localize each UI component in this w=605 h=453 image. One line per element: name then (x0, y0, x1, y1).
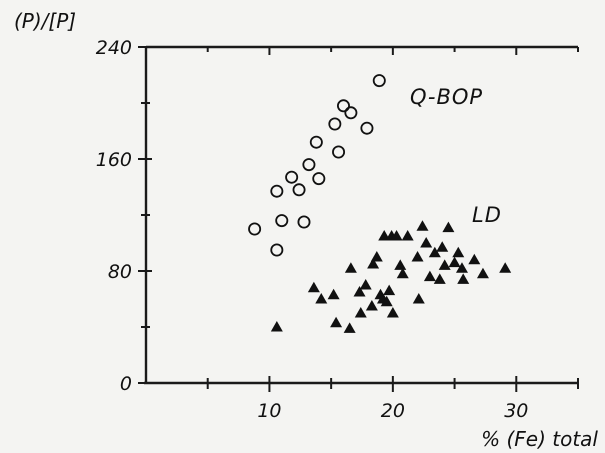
ld-point (330, 316, 343, 328)
q-bop-point (332, 145, 346, 159)
ld-point (365, 300, 378, 311)
ld-point (442, 221, 455, 233)
q-bop-point (302, 158, 316, 172)
ld-point (468, 253, 481, 265)
series-label-q-bop: Q-BOP (410, 85, 483, 109)
ld-point (428, 246, 441, 258)
ld-point (270, 321, 283, 332)
q-bop-point (372, 74, 386, 88)
ld-point (327, 288, 340, 300)
y-tick-label: 160 (96, 149, 132, 171)
q-bop-point (312, 172, 326, 186)
ld-point (343, 322, 356, 333)
ld-point (476, 267, 489, 279)
ld-point (359, 279, 372, 290)
ld-point (452, 246, 465, 258)
q-bop-point (344, 106, 358, 120)
x-tick-label: 10 (257, 400, 281, 422)
q-bop-point (248, 222, 262, 236)
ld-point (438, 259, 451, 270)
ld-point (353, 286, 366, 297)
ld-point (344, 262, 357, 273)
ld-point (423, 270, 436, 282)
ld-point (411, 251, 424, 262)
ld-point (380, 295, 393, 307)
ld-point (394, 259, 407, 270)
y-tick-label: 0 (120, 373, 132, 395)
x-axis-title: % (Fe) total (481, 427, 598, 451)
ld-point (354, 307, 367, 318)
ld-point (307, 281, 320, 293)
ld-point (433, 273, 446, 284)
q-bop-point (309, 135, 323, 149)
q-bop-point (297, 215, 311, 229)
ld-point (436, 241, 449, 252)
ld-point (499, 262, 512, 273)
q-bop-point (292, 183, 306, 197)
ld-point (315, 293, 328, 304)
q-bop-point (270, 243, 284, 257)
q-bop-point (328, 117, 342, 131)
q-bop-point (275, 214, 289, 228)
x-tick-label: 20 (381, 400, 405, 422)
ld-point (390, 230, 403, 241)
x-tick-label: 30 (504, 400, 528, 422)
q-bop-point (285, 170, 299, 184)
y-tick-label: 240 (96, 37, 132, 59)
ld-point (396, 267, 409, 279)
ld-point (448, 256, 461, 268)
ld-point (457, 273, 470, 284)
q-bop-point (270, 184, 284, 198)
q-bop-point (336, 99, 350, 113)
ld-point (383, 284, 396, 296)
ld-point (416, 220, 429, 231)
y-axis-title: (P)/[P] (14, 9, 76, 33)
ld-point (420, 237, 433, 248)
ld-point (367, 258, 380, 269)
ld-point (401, 230, 414, 241)
ld-point (386, 307, 399, 318)
y-tick-label: 80 (108, 261, 132, 283)
ld-point (370, 251, 383, 262)
ld-point (455, 262, 468, 273)
ld-point (412, 293, 425, 304)
q-bop-point (360, 121, 374, 135)
series-label-ld: LD (472, 203, 502, 227)
